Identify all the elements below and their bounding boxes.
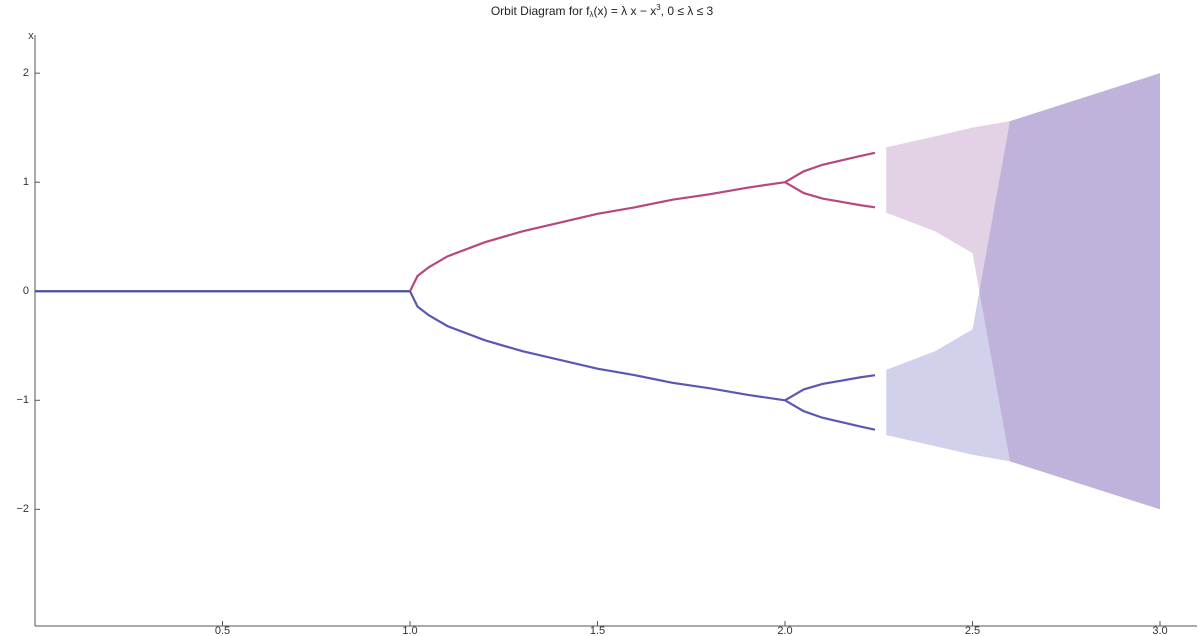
chaotic-band xyxy=(886,73,1160,510)
orbit-branch xyxy=(784,399,876,431)
title-text: Orbit Diagram for f xyxy=(491,4,590,18)
x-tick-label: 3.0 xyxy=(1152,625,1167,636)
title-superscript: 3 xyxy=(656,3,661,12)
y-axis-label: x xyxy=(28,30,34,42)
chart-title: Orbit Diagram for fλ(x) = λ x − x3, 0 ≤ … xyxy=(491,3,714,19)
x-tick-label: 2.0 xyxy=(777,625,792,636)
title-subscript: λ xyxy=(590,10,594,19)
y-tick-label: 0 xyxy=(23,285,29,297)
chaotic-band xyxy=(886,73,1160,510)
orbit-branch xyxy=(409,290,786,402)
y-tick-label: −1 xyxy=(16,394,29,406)
y-tick-label: 2 xyxy=(23,67,29,79)
orbit-branch xyxy=(784,374,876,402)
x-tick-label: 0.5 xyxy=(215,625,230,636)
y-tick-label: −2 xyxy=(16,503,29,515)
title-text: (x) = λ x − x xyxy=(594,4,657,18)
x-tick-label: 1.0 xyxy=(402,625,417,636)
x-tick-label: 2.5 xyxy=(965,625,980,636)
title-text: , 0 ≤ λ ≤ 3 xyxy=(661,4,714,18)
orbit-branch xyxy=(784,151,876,184)
y-tick-label: 1 xyxy=(23,176,29,188)
orbit-branch xyxy=(784,181,876,209)
orbit-branch xyxy=(409,181,786,292)
x-tick-label: 1.5 xyxy=(590,625,605,636)
